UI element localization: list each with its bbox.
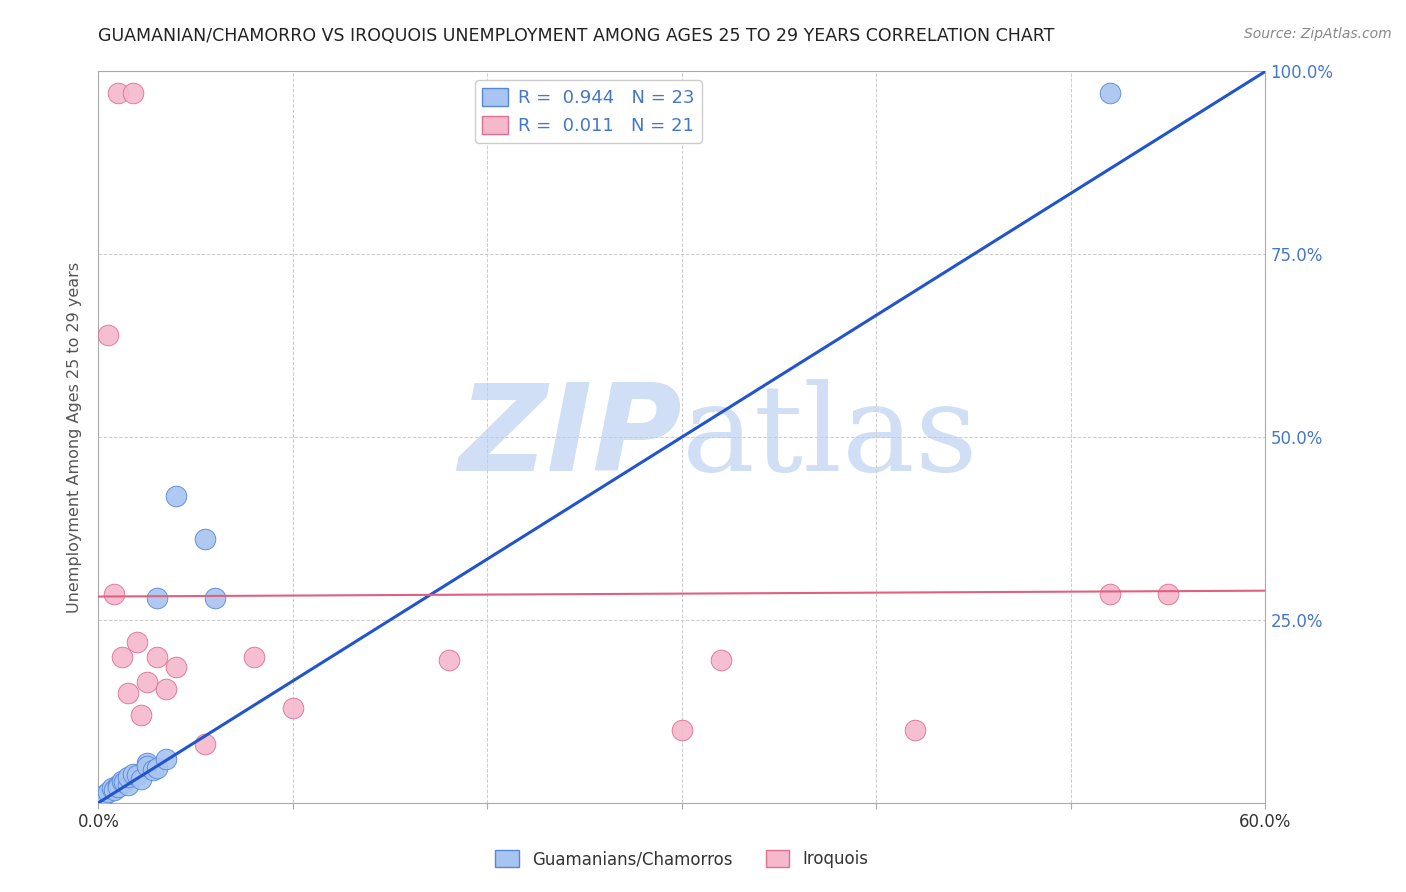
Point xyxy=(127,768,149,782)
Point xyxy=(136,675,159,690)
Point xyxy=(671,723,693,737)
Point xyxy=(101,781,124,796)
Point xyxy=(122,766,145,780)
Point xyxy=(117,777,139,792)
Legend: Guamanians/Chamorros, Iroquois: Guamanians/Chamorros, Iroquois xyxy=(489,844,875,875)
Point xyxy=(1157,587,1180,601)
Point xyxy=(281,700,304,714)
Point xyxy=(194,533,217,547)
Point xyxy=(710,653,733,667)
Point xyxy=(107,87,129,101)
Text: atlas: atlas xyxy=(682,378,979,496)
Point xyxy=(1098,87,1121,101)
Point xyxy=(155,752,177,766)
Point xyxy=(127,635,149,649)
Point xyxy=(97,327,120,342)
Point xyxy=(107,780,129,794)
Text: ZIP: ZIP xyxy=(458,378,682,496)
Point xyxy=(904,723,927,737)
Point xyxy=(142,763,165,777)
Point xyxy=(1098,587,1121,601)
Point xyxy=(103,587,125,601)
Point xyxy=(97,785,120,799)
Point xyxy=(107,777,129,792)
Point xyxy=(146,649,169,664)
Point xyxy=(117,770,139,784)
Point xyxy=(93,789,115,803)
Text: GUAMANIAN/CHAMORRO VS IROQUOIS UNEMPLOYMENT AMONG AGES 25 TO 29 YEARS CORRELATIO: GUAMANIAN/CHAMORRO VS IROQUOIS UNEMPLOYM… xyxy=(98,27,1054,45)
Point xyxy=(136,756,159,770)
Point xyxy=(146,591,169,605)
Point xyxy=(165,660,187,674)
Point xyxy=(146,761,169,775)
Point xyxy=(129,772,152,787)
Point xyxy=(194,737,217,751)
Text: Source: ZipAtlas.com: Source: ZipAtlas.com xyxy=(1244,27,1392,41)
Point xyxy=(117,686,139,700)
Point xyxy=(136,759,159,773)
Point xyxy=(243,649,266,664)
Point xyxy=(122,87,145,101)
Point xyxy=(111,649,134,664)
Point xyxy=(129,708,152,723)
Y-axis label: Unemployment Among Ages 25 to 29 years: Unemployment Among Ages 25 to 29 years xyxy=(67,261,83,613)
Point xyxy=(112,775,135,789)
Point xyxy=(111,773,134,788)
Point xyxy=(204,591,226,605)
Point xyxy=(155,682,177,697)
Point xyxy=(165,489,187,503)
Point xyxy=(103,782,125,797)
Point xyxy=(437,653,460,667)
